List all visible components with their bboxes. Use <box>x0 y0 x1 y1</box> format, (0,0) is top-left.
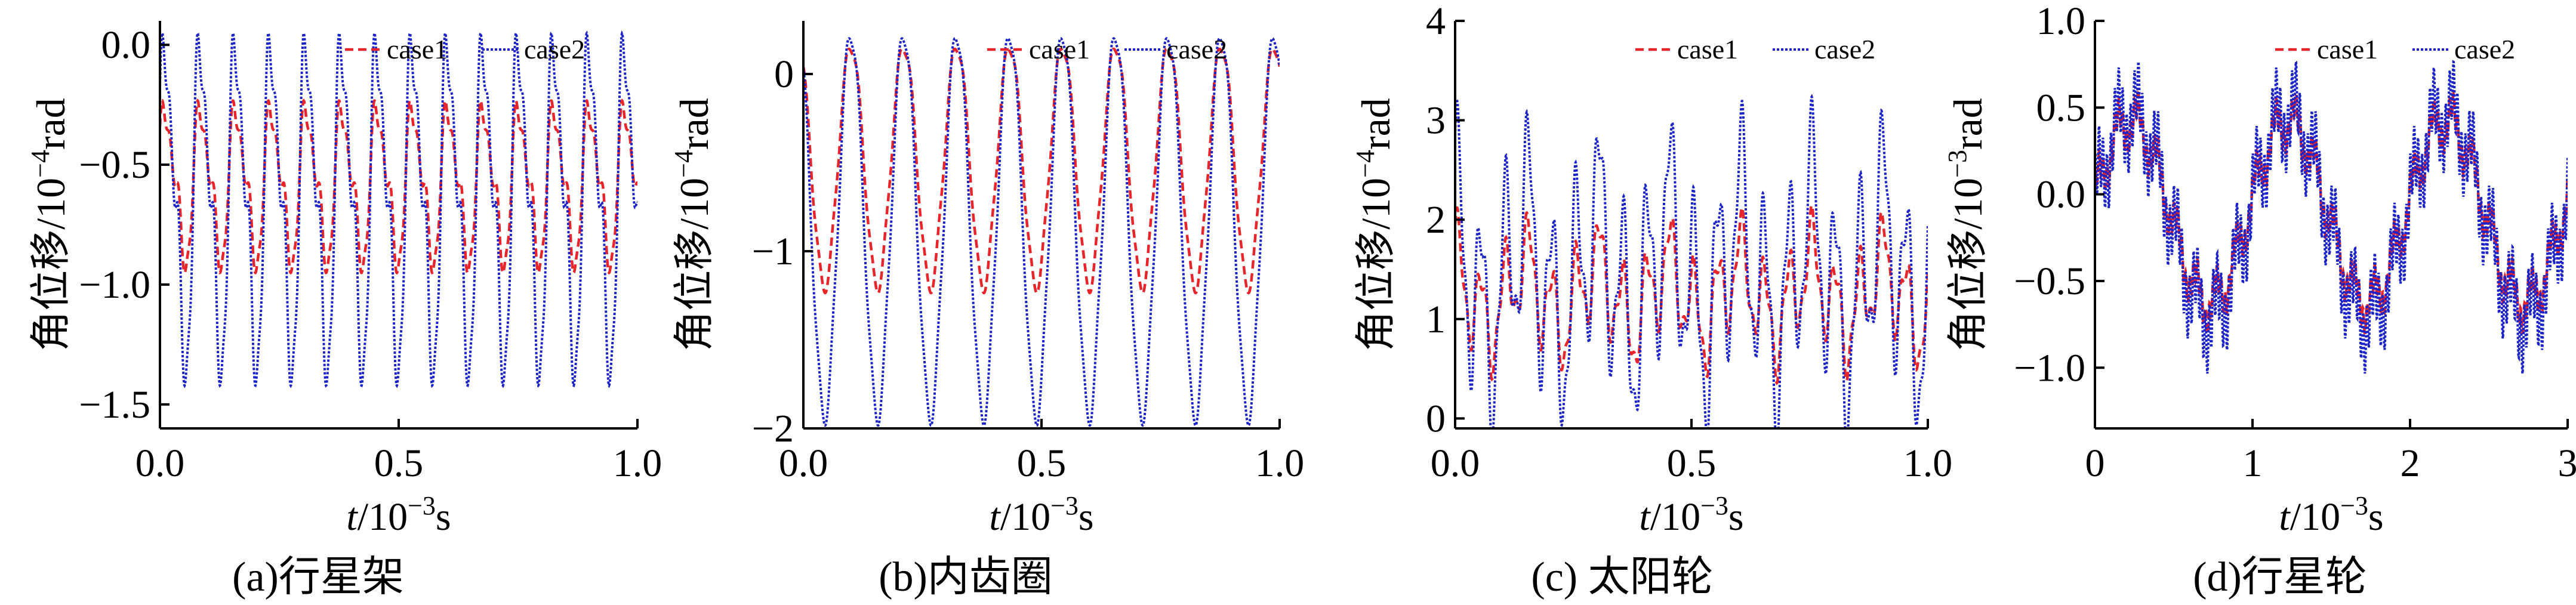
series-line-case2 <box>2095 60 2568 374</box>
x-axis-label: t/10−3s <box>989 491 1093 539</box>
y-tick-label: −1.5 <box>79 383 150 427</box>
y-tick-label: −1.0 <box>2014 346 2085 390</box>
y-tick-label: 0.5 <box>2036 86 2086 129</box>
panel-caption: (d)行星轮 <box>2193 554 2367 600</box>
x-axis-label: t/10−3s <box>2279 491 2383 539</box>
panel-caption: (a)行星架 <box>232 554 404 600</box>
x-tick-label: 3 <box>2558 442 2576 485</box>
y-tick-label: −2 <box>752 407 794 450</box>
x-tick-label: 0.5 <box>374 442 424 485</box>
series-line-case1 <box>803 47 1280 295</box>
y-tick-label: −0.5 <box>2014 260 2085 303</box>
x-tick-label: 0.5 <box>1667 442 1717 485</box>
y-tick-label: 0 <box>774 53 794 96</box>
legend: case1 case2 <box>987 34 1227 64</box>
legend-label-case1: case1 <box>387 34 448 64</box>
x-tick-label: 0.5 <box>1017 442 1067 485</box>
legend-label-case1: case1 <box>1677 34 1738 64</box>
y-axis-label: 角位移/10−3rad <box>1943 98 1990 351</box>
legend-label-case2: case2 <box>1166 34 1227 64</box>
legend-label-case2: case2 <box>524 34 585 64</box>
x-axis-label: t/10−3s <box>1639 491 1743 539</box>
x-tick-label: 2 <box>2401 442 2420 485</box>
x-tick-label: 0.0 <box>779 442 828 485</box>
y-tick-label: 1 <box>1426 298 1446 341</box>
y-axis-label: 角位移/10−4rad <box>1351 98 1398 351</box>
series-line-case2 <box>1455 94 1928 428</box>
y-tick-label: −1 <box>752 230 794 273</box>
x-axis-label: t/10−3s <box>346 491 451 539</box>
panel-caption: (b)内齿圈 <box>879 554 1053 600</box>
y-tick-label: 0 <box>1426 397 1446 440</box>
x-tick-label: 0 <box>2085 442 2105 485</box>
legend-label-case2: case2 <box>1814 34 1875 64</box>
chart-panel-3: 0 1 2 3 1.0 0.5 0.0 −0.5 −1.0 角位移/10−3rad t/10−3s c… <box>1943 0 2576 600</box>
series-line-case1 <box>1455 203 1928 385</box>
series-line-case2 <box>803 37 1280 427</box>
y-tick-label: −1.0 <box>79 263 150 307</box>
legend-label-case2: case2 <box>2454 34 2515 64</box>
y-axis-label: 角位移/10−4rad <box>26 98 73 351</box>
y-tick-label: −0.5 <box>79 143 150 187</box>
y-tick-label: 1.0 <box>2036 0 2086 43</box>
x-tick-label: 1.0 <box>613 442 663 485</box>
series-line-case2 <box>160 30 637 388</box>
y-tick-label: 0.0 <box>2036 173 2086 217</box>
legend-label-case1: case1 <box>2317 34 2378 64</box>
x-tick-label: 0.0 <box>135 442 185 485</box>
panel-caption: (c) 太阳轮 <box>1531 554 1713 600</box>
x-tick-label: 0.0 <box>1431 442 1480 485</box>
series-line-case1 <box>160 98 637 275</box>
y-tick-label: 4 <box>1426 0 1446 43</box>
y-tick-label: 3 <box>1426 99 1446 143</box>
legend: case1 case2 <box>345 34 585 64</box>
legend-label-case1: case1 <box>1029 34 1090 64</box>
legend: case1 case2 <box>2275 34 2515 64</box>
y-tick-label: 0.0 <box>101 23 151 67</box>
x-tick-label: 1.0 <box>1903 442 1953 485</box>
y-axis-label: 角位移/10−4rad <box>669 98 717 351</box>
x-tick-label: 1.0 <box>1255 442 1305 485</box>
legend: case1 case2 <box>1635 34 1875 64</box>
y-tick-label: 2 <box>1426 198 1446 242</box>
x-tick-label: 1 <box>2243 442 2263 485</box>
